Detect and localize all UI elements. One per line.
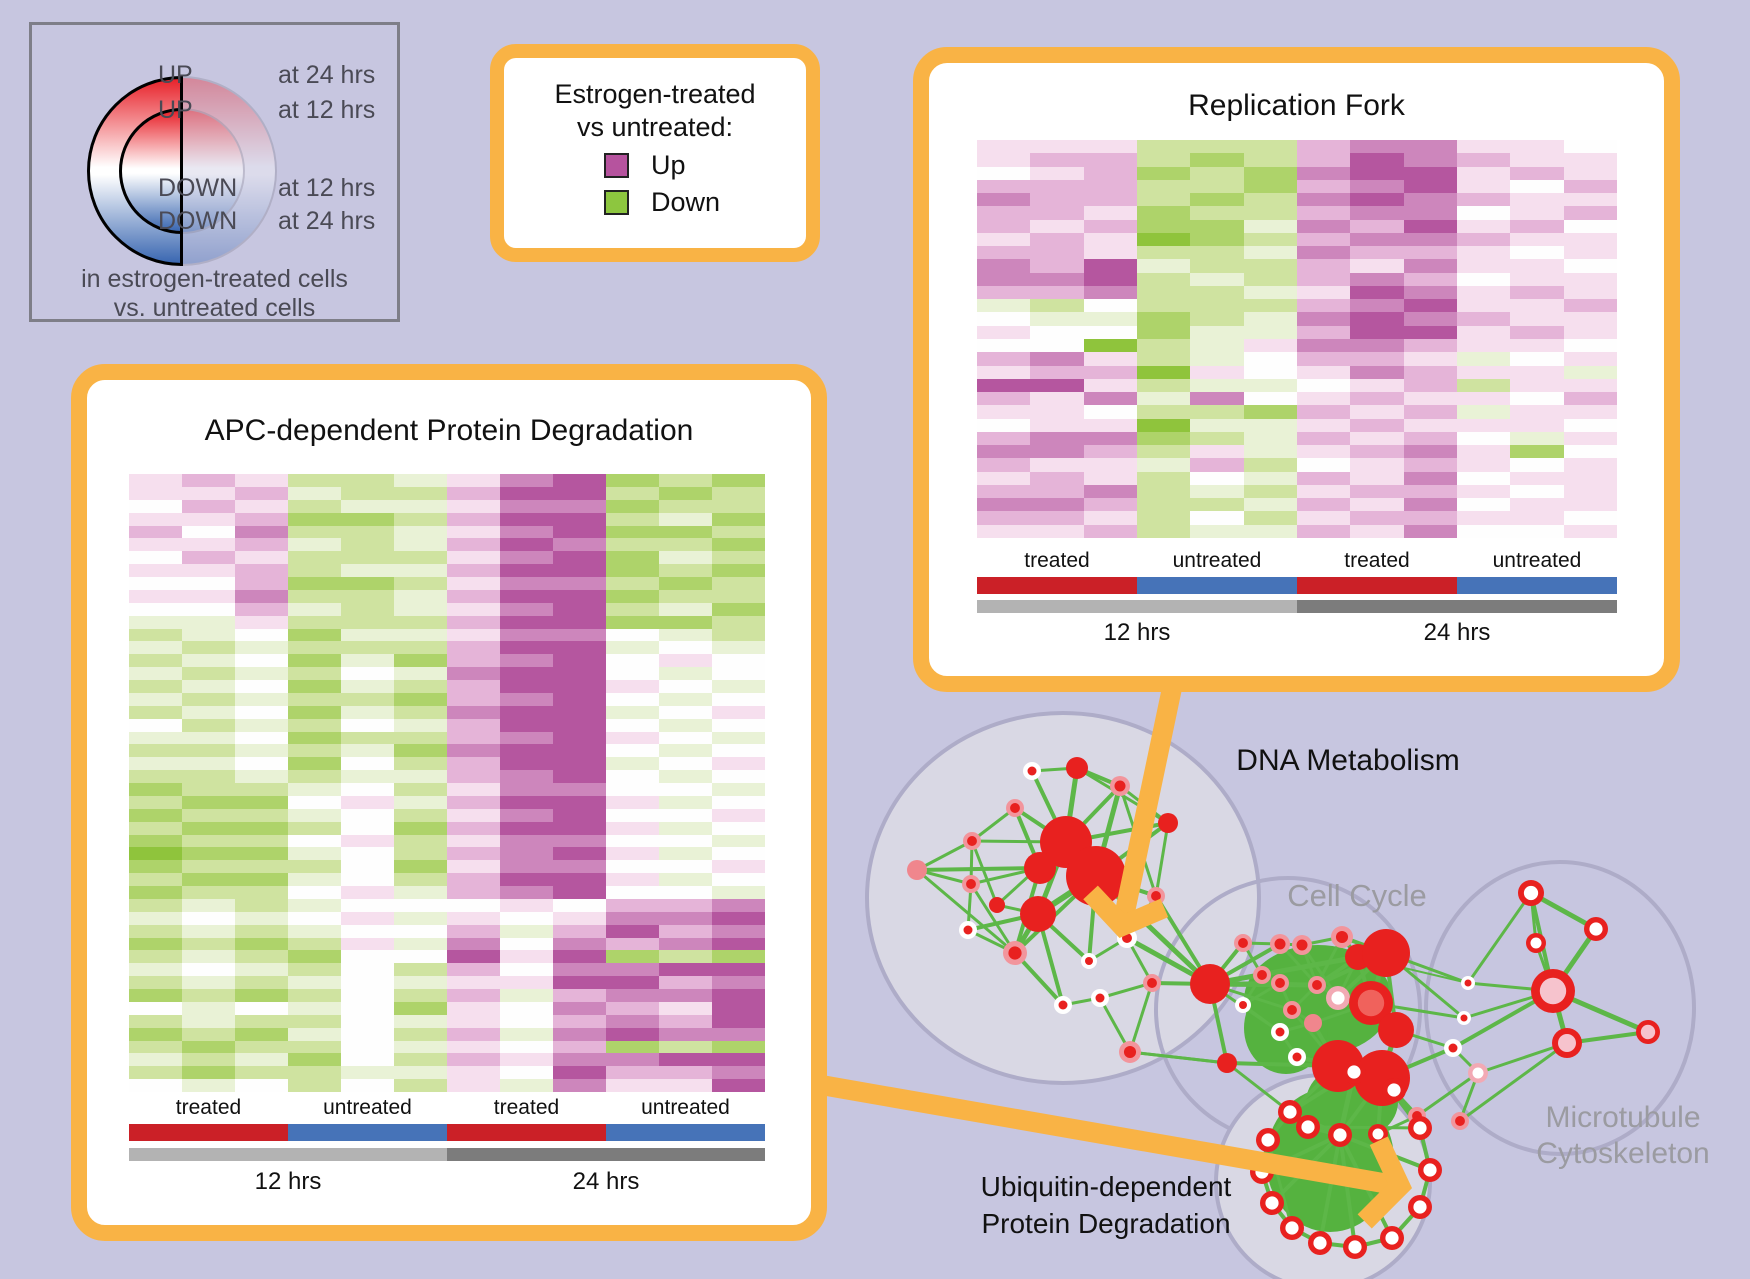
apc-time-labels: 12 hrs 24 hrs <box>129 1168 765 1196</box>
ubiquitin-label: Ubiquitin-dependent Protein Degradation <box>956 1168 1256 1242</box>
label-24hrs: 24 hrs <box>1423 619 1491 646</box>
down-color-swatch <box>604 190 629 215</box>
dna-metabolism-label: DNA Metabolism <box>1236 744 1460 777</box>
down-12-time: at 12 hrs <box>278 174 376 202</box>
updown-legend-box: UP at 24 hrs UP at 12 hrs DOWN at 12 hrs… <box>29 22 400 322</box>
microtubule-label-line1: Microtubule <box>1545 1101 1701 1134</box>
up-12-label: UP <box>158 96 193 124</box>
apc-heatmap <box>129 474 765 1092</box>
apc-panel: APC-dependent Protein Degradation treate… <box>71 364 827 1241</box>
label-12hrs: 12 hrs <box>1103 619 1171 646</box>
group-label-untreated-12: untreated <box>323 1096 412 1119</box>
down-24-time: at 24 hrs <box>278 207 376 235</box>
microtubule-label: Microtubule Cytoskeleton <box>1498 1100 1748 1172</box>
legend-caption-line2: vs. untreated cells <box>113 294 316 322</box>
estrogen-title-line1: Estrogen-treated <box>554 79 756 109</box>
replication-heatmap <box>977 140 1617 538</box>
group-label-treated-12: treated <box>1024 549 1090 572</box>
cell-cycle-label: Cell Cycle <box>1287 878 1427 913</box>
ubiquitin-label-line2: Protein Degradation <box>981 1208 1231 1239</box>
group-label-treated-24: treated <box>1344 549 1410 572</box>
estrogen-legend-box: Estrogen-treated vs untreated: Up Down <box>490 44 820 262</box>
up-12-time: at 12 hrs <box>278 96 376 124</box>
replication-fork-panel: Replication Fork treated untreated treat… <box>913 47 1680 692</box>
down-24-label: DOWN <box>158 207 238 235</box>
group-label-treated-24: treated <box>493 1096 560 1119</box>
legend-caption-line1: in estrogen-treated cells <box>81 265 348 293</box>
replication-time-bars <box>977 600 1617 613</box>
microtubule-label-line2: Cytoskeleton <box>1536 1137 1710 1170</box>
ubiquitin-label-line1: Ubiquitin-dependent <box>980 1171 1232 1202</box>
down-label: Down <box>651 187 721 217</box>
replication-fork-title: Replication Fork <box>1188 89 1405 122</box>
circle-split-line <box>180 76 183 266</box>
group-label-untreated-24: untreated <box>1492 549 1582 572</box>
apc-title: APC-dependent Protein Degradation <box>204 414 694 447</box>
label-24hrs: 24 hrs <box>572 1168 640 1195</box>
estrogen-title-line2: vs untreated: <box>576 112 734 142</box>
up-24-time: at 24 hrs <box>278 61 376 89</box>
replication-condition-bars <box>977 577 1617 594</box>
down-12-label: DOWN <box>158 174 238 202</box>
replication-group-labels: treated untreated treated untreated <box>977 549 1617 573</box>
replication-time-labels: 12 hrs 24 hrs <box>977 619 1617 647</box>
apc-time-bars <box>129 1148 765 1161</box>
group-label-treated-12: treated <box>175 1096 242 1119</box>
up-24-label: UP <box>158 61 193 89</box>
group-label-untreated-12: untreated <box>1172 549 1262 572</box>
apc-condition-bars <box>129 1124 765 1141</box>
label-12hrs: 12 hrs <box>254 1168 322 1195</box>
apc-group-labels: treated untreated treated untreated <box>129 1096 765 1120</box>
group-label-untreated-24: untreated <box>641 1096 730 1119</box>
up-color-swatch <box>604 153 629 178</box>
up-label: Up <box>651 150 686 180</box>
